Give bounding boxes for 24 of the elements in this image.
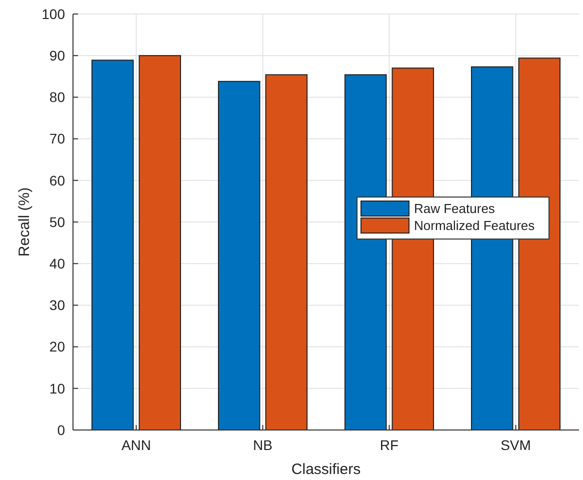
y-tick-label: 90 bbox=[49, 48, 66, 64]
bar bbox=[344, 74, 387, 430]
y-tick-label: 20 bbox=[49, 338, 66, 355]
y-axis-title: Recall (%) bbox=[16, 187, 33, 257]
legend-label: Normalized Features bbox=[414, 218, 536, 234]
y-tick-label: 30 bbox=[49, 297, 66, 314]
y-tick-label: 70 bbox=[49, 130, 66, 147]
y-tick-label: 40 bbox=[49, 256, 66, 272]
x-tick-label: NB bbox=[253, 437, 272, 453]
x-tick-label: SVM bbox=[500, 437, 531, 453]
bar bbox=[218, 80, 260, 430]
y-tick-label: 100 bbox=[42, 6, 66, 22]
y-tick-label: 60 bbox=[49, 172, 66, 188]
x-tick-label: ANN bbox=[121, 437, 152, 453]
bar bbox=[138, 55, 182, 430]
y-tick-label: 10 bbox=[49, 380, 66, 396]
x-tick-label: RF bbox=[380, 437, 399, 453]
bar bbox=[265, 74, 308, 430]
x-axis-title: Classifiers bbox=[291, 461, 361, 478]
bar bbox=[91, 60, 134, 430]
legend-label: Raw Features bbox=[414, 201, 496, 216]
y-tick-label: 80 bbox=[49, 89, 66, 106]
y-tick-label: 50 bbox=[49, 214, 66, 230]
y-tick-label: 0 bbox=[57, 422, 66, 438]
